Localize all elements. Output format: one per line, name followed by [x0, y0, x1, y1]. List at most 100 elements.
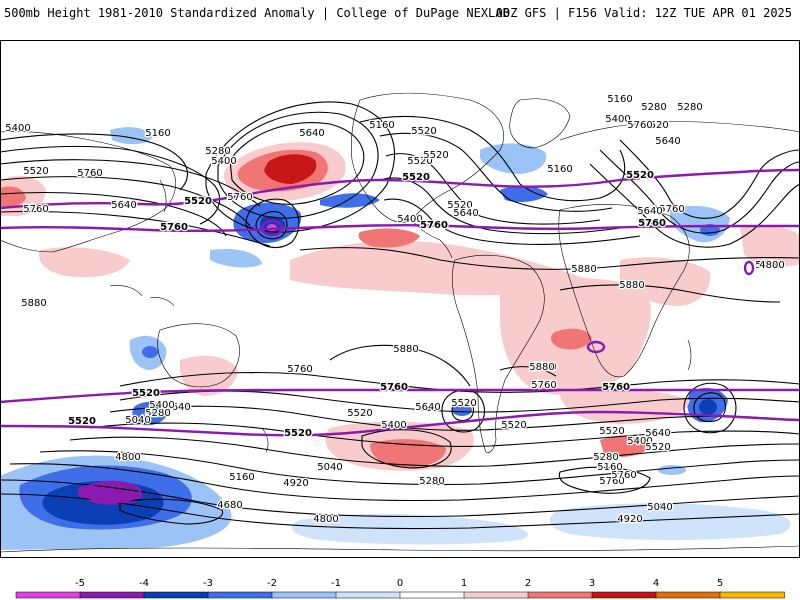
colorbar-tick-label: 2	[525, 578, 531, 589]
contour-label: 5280	[419, 476, 444, 487]
contour-5640-asia	[0, 191, 227, 237]
contour-label: 5640	[299, 128, 324, 139]
contour-label: 5880	[755, 260, 780, 271]
contour-label: 5400	[605, 114, 630, 125]
pos-anomaly-middle-east	[740, 225, 800, 267]
pos-anomaly-africa	[620, 257, 711, 306]
contour-europe-trough-2	[599, 149, 800, 234]
contour-label: 5520	[347, 408, 372, 419]
contour-label: 5880	[21, 298, 46, 309]
contour-label: 5520	[423, 150, 448, 161]
contour-label: 5400	[211, 156, 236, 167]
colorbar-swatch	[271, 591, 337, 599]
pos-anomaly-south-atlantic-band	[560, 389, 690, 424]
contour-5520-south	[109, 405, 800, 431]
contour-label: 5880	[529, 362, 554, 373]
colorbar-swatch	[591, 591, 657, 599]
neg-anomaly-south-ice	[291, 513, 528, 545]
colorbar-ticks: -5 -4 -3 -2 -1 0 1 2 3 4 5	[75, 578, 723, 589]
pos-anomaly-india	[39, 247, 130, 278]
contour-label: 5400	[149, 400, 174, 411]
contour-5880-sam	[499, 366, 557, 377]
contour-5880-africa	[559, 284, 781, 303]
coast-madagascar	[687, 339, 692, 371]
contour-label: 5280	[593, 452, 618, 463]
contour-label: 4680	[217, 500, 242, 511]
colorbar-swatch	[719, 591, 785, 599]
pos-anomaly-gulf	[358, 228, 420, 248]
colorbar-legend: -5 -4 -3 -2 -1 0 1 2 3 4 5	[15, 578, 785, 599]
contour-label: 5160	[369, 120, 394, 131]
highlight-contours	[0, 168, 800, 504]
contour-label: 5400	[397, 214, 422, 225]
contour-low-atlantic-1	[451, 399, 475, 422]
pos-anomaly-australia	[179, 355, 238, 396]
contour-europe-trough-3	[589, 163, 800, 248]
pos-anomaly-south-pacific-core	[370, 439, 446, 468]
header-bar: 500mb Height 1981-2010 Standardized Anom…	[0, 0, 800, 24]
contour-label: 5160	[607, 94, 632, 105]
coast-australia	[157, 323, 240, 388]
contour-label: 5520	[411, 126, 436, 137]
contour-label: 5160	[229, 472, 254, 483]
contour-ridge-pacific-2	[217, 111, 379, 219]
colorbar-tick-label: 5	[717, 578, 723, 589]
highlight-contour-label: 5520	[626, 170, 654, 181]
contour-4680-south	[119, 498, 224, 525]
highlight-contour-label: 5520	[184, 196, 212, 207]
map-title: 500mb Height 1981-2010 Standardized Anom…	[4, 6, 510, 20]
highlight-contour-label: 5760	[602, 382, 630, 393]
contour-5280-na	[379, 132, 613, 212]
model-valid-time: 00Z GFS | F156 Valid: 12Z TUE APR 01 202…	[495, 6, 792, 20]
contour-label: 5760	[659, 204, 684, 215]
contour-label: 5760	[531, 362, 556, 373]
colorbar-tick-label: 1	[461, 578, 467, 589]
highlight-contour-label: 5520	[132, 388, 160, 399]
contour-label: 5040	[317, 462, 342, 473]
colorbar-swatch	[79, 591, 145, 599]
contour-low-indian-1	[693, 392, 727, 423]
contour-5280-south	[69, 436, 800, 467]
contour-label: 4800	[759, 260, 784, 271]
highlight-5760-south	[0, 388, 800, 404]
colorbar-tick-label: -1	[331, 578, 341, 589]
highlight-5520-south	[0, 410, 800, 437]
colorbar-swatch	[655, 591, 721, 599]
contour-label: 5640	[637, 206, 662, 217]
contour-5280-north	[0, 145, 220, 225]
contour-south-ridge-1	[361, 429, 452, 469]
highlight-5520-north	[0, 168, 800, 210]
highlight-contour-label: 5760	[638, 218, 666, 229]
neg-anomaly-australia-east-core	[142, 346, 158, 358]
contour-label: 5760	[287, 364, 312, 375]
highlight-contour-label: 5520	[284, 428, 312, 439]
contour-label: 5520	[407, 156, 432, 167]
colorbar-tick-label: -4	[139, 578, 149, 589]
contour-label: 5760	[77, 168, 102, 179]
coast-north-america	[350, 92, 505, 223]
contour-ridge-pacific-1	[229, 122, 365, 205]
highlight-contour-label: 5760	[160, 222, 188, 233]
contour-label: 4920	[617, 514, 642, 525]
contour-low-atlantic-2	[441, 389, 486, 433]
colorbar-tick-label: -3	[203, 578, 213, 589]
coast-japan	[159, 179, 167, 213]
contour-5400-north	[0, 159, 261, 207]
contour-label: 5760	[531, 380, 556, 391]
contour-europe-trough-1	[619, 139, 800, 219]
contour-label: 5880	[571, 264, 596, 275]
contour-label: 5760	[227, 192, 252, 203]
contour-label: 5640	[453, 208, 478, 219]
neg-anomaly-south-pacific-small	[658, 465, 686, 475]
contour-label: 5880	[393, 344, 418, 355]
pos-anomaly-north-pacific-core	[264, 154, 317, 184]
highlight-5880-africa-ring	[743, 260, 755, 276]
contour-label: 5160	[597, 462, 622, 473]
colorbar-swatch	[527, 591, 593, 599]
contour-label: 5880	[619, 280, 644, 291]
contour-5520-na	[379, 177, 621, 235]
highlight-5520-pacific-ring	[260, 219, 284, 237]
contour-label: 5040	[125, 415, 150, 426]
contour-label: 4800	[115, 452, 140, 463]
